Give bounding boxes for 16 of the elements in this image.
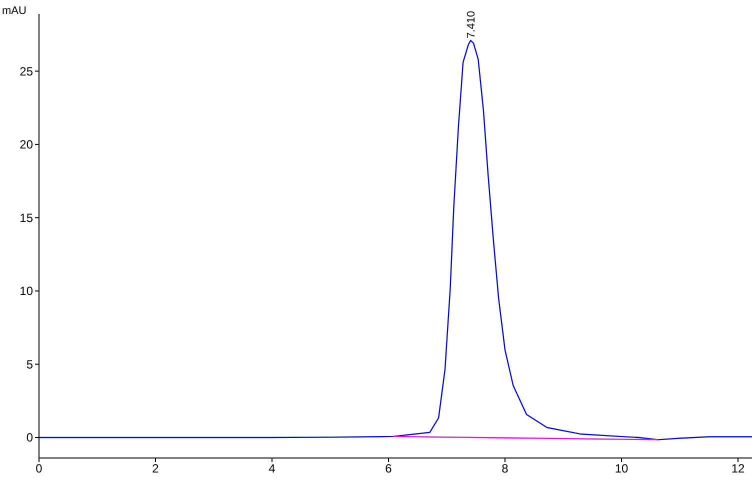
y-tick-label: 5 — [26, 357, 34, 372]
y-tick-label: 15 — [20, 210, 34, 225]
line-series — [39, 40, 752, 440]
x-tick-label: 2 — [152, 462, 160, 476]
annotation: 7.410 — [466, 10, 478, 38]
y-axis-title: mAU — [2, 5, 26, 17]
x-tick-label: 12 — [731, 462, 746, 476]
x-tick-label: 0 — [36, 462, 43, 476]
y-tick-label: 10 — [20, 284, 34, 298]
y-tick-label: 25 — [20, 64, 34, 78]
x-tick-label: 4 — [268, 462, 276, 476]
x-tick-label: 10 — [614, 462, 629, 476]
x-tick-label: 8 — [502, 462, 509, 476]
y-tick-label: 20 — [20, 138, 34, 152]
x-tick-label: 6 — [385, 462, 392, 476]
y-tick-label: 0 — [26, 430, 34, 445]
